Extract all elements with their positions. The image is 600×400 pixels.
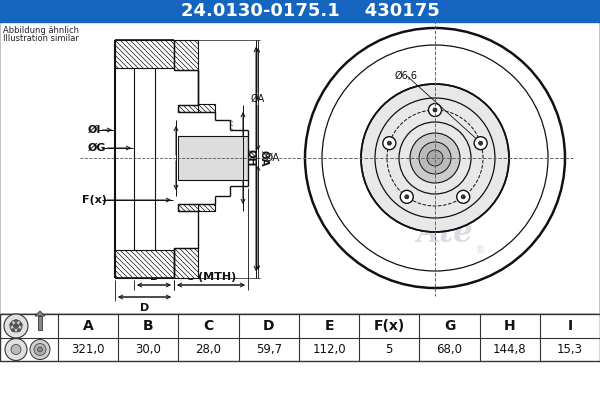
Text: 321,0: 321,0 <box>71 343 105 356</box>
Bar <box>38 316 42 330</box>
Circle shape <box>34 344 46 356</box>
Text: I: I <box>568 319 572 333</box>
Text: Ø6,6: Ø6,6 <box>395 71 418 81</box>
Text: A: A <box>83 319 94 333</box>
Bar <box>178 105 198 112</box>
Circle shape <box>19 323 22 326</box>
Text: 59,7: 59,7 <box>256 343 282 356</box>
Circle shape <box>14 320 17 322</box>
Text: H: H <box>504 319 515 333</box>
Text: F(x): F(x) <box>82 195 107 205</box>
Text: G: G <box>444 319 455 333</box>
Text: 15,3: 15,3 <box>557 343 583 356</box>
Text: ØA: ØA <box>251 94 265 104</box>
Text: ØG: ØG <box>88 143 107 153</box>
Bar <box>174 248 198 278</box>
Text: ®: ® <box>475 245 485 255</box>
Bar <box>115 250 174 278</box>
Circle shape <box>4 314 28 338</box>
Circle shape <box>383 137 396 150</box>
Text: Abbildung ähnlich: Abbildung ähnlich <box>3 26 79 35</box>
Bar <box>0 22 599 313</box>
Text: B: B <box>150 272 158 282</box>
Text: ØE: ØE <box>179 150 189 166</box>
Bar <box>178 136 248 180</box>
Circle shape <box>419 142 451 174</box>
Bar <box>0 0 600 22</box>
Text: C (MTH): C (MTH) <box>186 272 236 282</box>
Text: 5: 5 <box>386 343 393 356</box>
Bar <box>178 204 198 211</box>
Text: 144,8: 144,8 <box>493 343 526 356</box>
Bar <box>0 314 600 361</box>
Text: 68,0: 68,0 <box>436 343 463 356</box>
Text: 28,0: 28,0 <box>196 343 221 356</box>
Polygon shape <box>35 311 45 316</box>
Text: B: B <box>143 319 154 333</box>
Bar <box>0 22 600 314</box>
Text: Ate: Ate <box>416 218 473 248</box>
Circle shape <box>457 190 470 203</box>
Circle shape <box>10 320 22 332</box>
Text: Illustration similar: Illustration similar <box>3 34 79 43</box>
Circle shape <box>295 18 575 298</box>
Circle shape <box>5 338 27 360</box>
Text: 30,0: 30,0 <box>136 343 161 356</box>
Circle shape <box>405 195 409 199</box>
Circle shape <box>11 328 14 332</box>
Circle shape <box>37 347 43 352</box>
Circle shape <box>14 324 19 328</box>
Text: 112,0: 112,0 <box>312 343 346 356</box>
Circle shape <box>11 344 21 354</box>
Text: 24.0130-0175.1    430175: 24.0130-0175.1 430175 <box>181 2 439 20</box>
Bar <box>174 40 198 70</box>
Circle shape <box>427 150 443 166</box>
Circle shape <box>400 190 413 203</box>
Text: C: C <box>203 319 214 333</box>
Text: F(x): F(x) <box>374 319 405 333</box>
Text: ØH: ØH <box>246 149 256 167</box>
Circle shape <box>461 195 465 199</box>
Circle shape <box>30 340 50 360</box>
Text: ØA: ØA <box>264 153 280 163</box>
Circle shape <box>474 137 487 150</box>
Circle shape <box>433 108 437 112</box>
Circle shape <box>17 328 20 332</box>
Text: ØA: ØA <box>259 150 269 166</box>
Text: D: D <box>140 303 149 313</box>
Circle shape <box>388 141 391 145</box>
Bar <box>198 104 215 112</box>
Text: D: D <box>263 319 275 333</box>
Text: E: E <box>324 319 334 333</box>
Circle shape <box>410 133 460 183</box>
Bar <box>115 40 174 68</box>
Circle shape <box>10 323 13 326</box>
Circle shape <box>361 84 509 232</box>
Bar <box>198 204 215 211</box>
Circle shape <box>479 141 482 145</box>
Bar <box>115 40 174 278</box>
Bar <box>178 112 248 204</box>
Bar <box>115 68 174 250</box>
Text: ØI: ØI <box>88 125 101 135</box>
Circle shape <box>428 104 442 116</box>
